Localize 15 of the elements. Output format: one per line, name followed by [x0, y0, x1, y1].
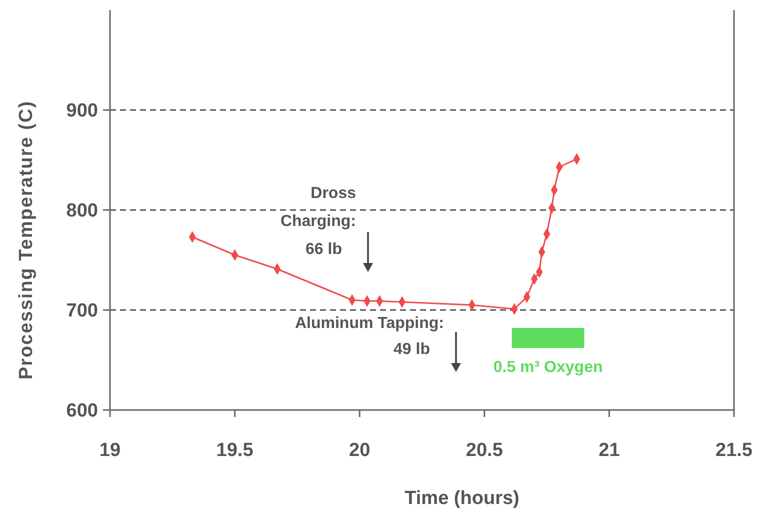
y-tick-label: 900 [66, 100, 98, 122]
annotation: Dross Charging: 66 lb [280, 185, 356, 258]
y-tick-label: 800 [66, 200, 98, 222]
x-axis-title: Time (hours) [404, 488, 520, 509]
y-tick-label: 600 [66, 400, 98, 422]
x-tick-label: 20.5 [466, 440, 504, 461]
x-tick-label: 19 [99, 440, 121, 461]
y-tick-label: 700 [66, 300, 98, 322]
x-tick-label: 20 [349, 440, 370, 461]
band-label: 0.5 m³ Oxygen [493, 359, 603, 376]
annotation: Aluminum Tapping: 49 lb [294, 315, 444, 358]
y-axis-title: Processing Temperature (C) [16, 100, 37, 380]
x-tick-label: 21.5 [716, 440, 753, 461]
x-tick-label: 21 [598, 440, 620, 461]
x-tick-label: 19.5 [216, 440, 254, 461]
